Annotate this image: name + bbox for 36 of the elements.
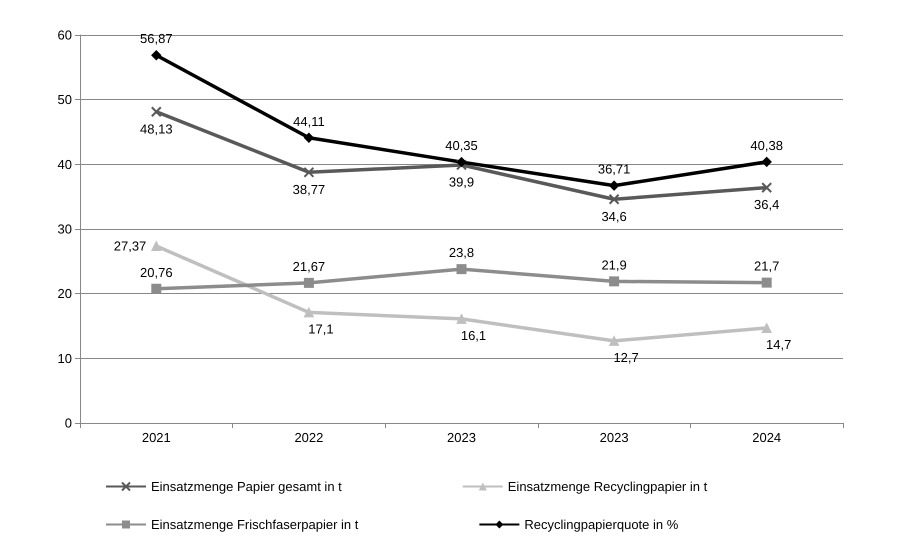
data-label: 40,38 [750,138,783,153]
data-label: 14,7 [766,336,792,352]
x-tick-label: 2023 [600,430,629,445]
x-tick-label: 2022 [294,430,324,445]
data-label: 21,7 [754,258,780,274]
data-label: 16,1 [460,328,486,343]
data-label: 12,7 [613,350,639,365]
legend-label: Einsatzmenge Recyclingpapier in t [508,479,708,494]
x-tick-label: 2024 [752,430,782,445]
y-tick-label: 30 [58,222,72,236]
data-label: 56,87 [140,31,173,46]
legend-label: Einsatzmenge Frischfaserpapier in t [151,517,359,532]
data-label: 17,1 [308,321,334,336]
y-tick-label: 40 [58,156,72,172]
legend-label: Einsatzmenge Papier gesamt in t [151,479,342,494]
y-tick-label: 0 [64,416,72,430]
data-label: 44,11 [293,114,325,129]
y-tick-label: 50 [58,92,72,108]
data-label: 36,71 [598,162,630,177]
data-label: 48,13 [140,121,173,136]
y-tick-label: 60 [58,28,72,42]
y-tick-label: 20 [58,286,72,302]
data-label: 38,77 [292,182,326,197]
data-label: 27,37 [114,238,146,254]
x-tick-label: 2021 [142,430,171,445]
legend-label: Recyclingpapierquote in % [524,517,679,532]
data-label: 36,4 [754,197,780,212]
data-label: 39,9 [448,174,474,190]
data-label: 34,6 [601,208,627,224]
data-label: 40,35 [445,138,478,154]
data-label: 21,67 [292,258,326,274]
data-label: 20,76 [140,264,173,280]
y-tick-label: 10 [58,350,72,366]
data-label: 23,8 [448,245,474,260]
data-label: 21,9 [601,257,627,272]
x-tick-label: 2023 [447,430,476,445]
